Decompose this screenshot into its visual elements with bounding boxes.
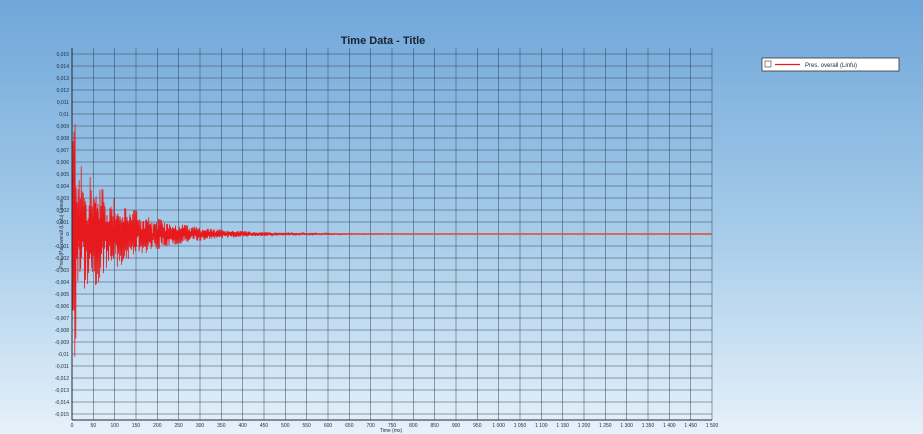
x-axis-ticks: 0 50 100 150 200 250 300 350 400 450 500 550 600 650 7… <box>71 423 719 429</box>
legend-box <box>761 57 900 72</box>
x-tick-label: 1 050 <box>514 423 527 429</box>
x-tick-label: 950 <box>473 423 482 429</box>
x-tick-label: 1 400 <box>663 423 676 429</box>
x-tick-label: 1 300 <box>620 423 633 429</box>
legend-label-series-1: Pres. overall (Linfu) <box>805 63 857 69</box>
y-axis-title: Pres. (Pa) overall (Linfu) Linear <box>59 199 65 269</box>
x-tick-label: 1 350 <box>642 423 655 429</box>
x-tick-label: 650 <box>345 423 354 429</box>
y-tick-label: 0,009 <box>56 124 69 130</box>
y-tick-label: -0,004 <box>55 280 69 286</box>
y-tick-label: -0,005 <box>55 292 69 298</box>
x-tick-label: 400 <box>238 423 247 429</box>
x-tick-label: 50 <box>91 423 97 429</box>
y-tick-label: 0,015 <box>56 52 69 58</box>
y-tick-label: 0,005 <box>56 172 69 178</box>
x-tick-label: 100 <box>110 423 119 429</box>
y-tick-label: -0,002 <box>55 256 69 262</box>
y-tick-label: 0,013 <box>56 76 69 82</box>
x-tick-label: 1 000 <box>492 423 505 429</box>
y-tick-label: 0,014 <box>56 64 69 70</box>
y-tick-label: -0,009 <box>55 340 69 346</box>
x-tick-label: 850 <box>430 423 439 429</box>
x-tick-label: 1 100 <box>535 423 548 429</box>
x-tick-label: 350 <box>217 423 226 429</box>
y-tick-label: 0 <box>66 232 69 238</box>
legend-checkbox[interactable] <box>764 60 772 68</box>
x-tick-label: 1 450 <box>684 423 697 429</box>
x-tick-label: 750 <box>388 423 397 429</box>
x-tick-label: 800 <box>409 423 418 429</box>
y-tick-label: -0,013 <box>55 388 69 394</box>
y-tick-label: -0,007 <box>55 316 69 322</box>
series-line-1 <box>71 123 712 357</box>
series-layer <box>71 123 712 357</box>
y-tick-label: -0,014 <box>55 400 69 406</box>
y-tick-label: -0,006 <box>55 304 69 310</box>
x-tick-label: 550 <box>302 423 311 429</box>
x-tick-label: 1 150 <box>556 423 569 429</box>
x-tick-label: 450 <box>260 423 269 429</box>
y-tick-label: -0,008 <box>55 328 69 334</box>
x-tick-label: 150 <box>132 423 141 429</box>
grid-lines <box>71 48 713 420</box>
y-tick-label: 0,001 <box>56 220 69 226</box>
chart-title: Time Data - Title <box>341 35 426 47</box>
y-tick-label: -0,011 <box>55 364 69 370</box>
y-tick-label: 0,01 <box>59 112 69 118</box>
y-tick-label: 0,007 <box>56 148 69 154</box>
x-tick-label: 600 <box>324 423 333 429</box>
x-tick-label: 500 <box>281 423 290 429</box>
legend[interactable]: Pres. overall (Linfu) <box>761 57 900 72</box>
x-tick-label: 700 <box>366 423 375 429</box>
y-tick-label: -0,001 <box>55 244 69 250</box>
y-tick-label: 0,004 <box>56 184 69 190</box>
x-tick-label: 1 250 <box>599 423 612 429</box>
y-axis-ticks: 0,015 0,014 0,013 0,012 0,011 0,01 0,009 0,008 0… <box>55 52 69 418</box>
y-tick-label: 0,002 <box>56 208 69 214</box>
y-tick-label: 0,003 <box>56 196 69 202</box>
y-tick-label: -0,015 <box>55 412 69 418</box>
x-tick-label: 1 500 <box>706 423 719 429</box>
y-tick-label: -0,003 <box>55 268 69 274</box>
x-tick-label: 250 <box>174 423 183 429</box>
x-tick-label: 200 <box>153 423 162 429</box>
x-axis-title: Time (ms) <box>380 428 403 434</box>
y-tick-label: -0,01 <box>58 352 70 358</box>
y-tick-label: -0,012 <box>55 376 69 382</box>
y-tick-label: 0,012 <box>56 88 69 94</box>
x-tick-label: 300 <box>196 423 205 429</box>
y-tick-label: 0,011 <box>57 100 69 106</box>
x-tick-label: 900 <box>452 423 461 429</box>
x-tick-label: 1 200 <box>578 423 591 429</box>
x-tick-label: 0 <box>71 423 74 429</box>
y-tick-label: 0,006 <box>56 160 69 166</box>
y-tick-label: 0,008 <box>56 136 69 142</box>
